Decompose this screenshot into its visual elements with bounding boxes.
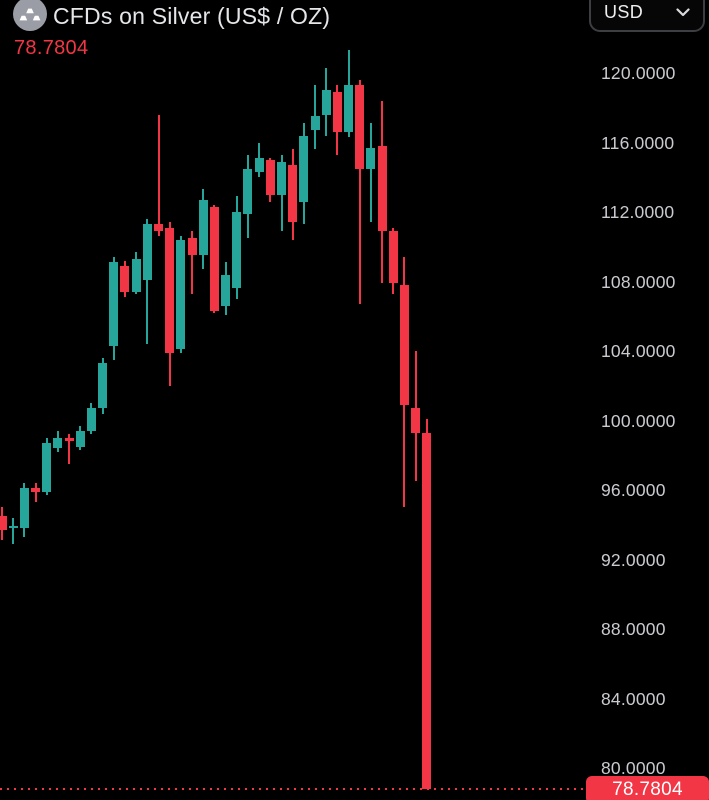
candle-body	[98, 363, 108, 409]
current-price: 78.7804	[14, 37, 89, 59]
price-axis-label: 116.0000	[601, 132, 675, 153]
candle-body	[254, 158, 264, 173]
candle-body	[8, 526, 18, 529]
currency-value: USD	[604, 2, 644, 22]
candle-body	[0, 516, 7, 530]
chevron-down-icon	[676, 8, 690, 17]
candle-body	[221, 274, 231, 306]
candle-body	[388, 231, 398, 284]
candle-wick	[34, 483, 37, 503]
price-axis-label: 120.0000	[601, 63, 676, 83]
candle-body	[422, 432, 432, 790]
candle-body	[277, 161, 286, 195]
candle-body	[42, 443, 52, 492]
price-axis-label: 92.0000	[601, 549, 666, 570]
candle-body	[232, 212, 242, 289]
candle-wick	[146, 218, 149, 345]
price-axis-label: 108.0000	[601, 271, 676, 292]
candle-body	[176, 239, 186, 350]
candle-body	[321, 90, 331, 115]
price-axis-label: 84.0000	[601, 688, 666, 709]
price-axis-label: 104.0000	[601, 341, 676, 361]
candle-body	[243, 168, 253, 214]
candle-body	[31, 488, 41, 492]
candle-body	[209, 206, 219, 312]
candle-body	[86, 408, 96, 431]
candle-body	[399, 284, 409, 405]
price-axis-label: 112.0000	[601, 202, 675, 222]
candle-body	[154, 224, 164, 232]
candle-body	[165, 227, 175, 353]
candle-body	[142, 224, 152, 280]
candle-body	[332, 92, 342, 133]
candle-body	[310, 116, 320, 131]
candle-body	[131, 258, 141, 292]
price-axis-label: 88.0000	[601, 619, 666, 639]
price-axis-label: 100.0000	[601, 410, 676, 431]
candle-wick	[68, 434, 71, 464]
candle-body	[120, 265, 130, 292]
candle-body	[288, 165, 298, 223]
currency-selector[interactable]: USD	[589, 0, 705, 32]
price-axis-label: 80.0000	[601, 758, 666, 778]
candle-body	[344, 85, 354, 133]
candle-body	[377, 145, 387, 232]
candle-body	[53, 437, 63, 449]
silver-bars-icon	[13, 0, 47, 31]
candle-body	[366, 147, 376, 169]
candle-body	[198, 199, 208, 256]
last-price-line	[0, 788, 588, 791]
candle-wick	[157, 114, 160, 237]
candle-body	[355, 85, 365, 169]
candle-wick	[369, 123, 372, 223]
candle-body	[411, 408, 421, 433]
candle-wick	[12, 517, 15, 544]
symbol-title: CFDs on Silver (US$ / OZ)	[53, 3, 331, 29]
candle-body	[187, 238, 197, 256]
candle-body	[19, 488, 29, 529]
candle-body	[299, 135, 309, 202]
price-axis[interactable]: 120.0000 116.0000 112.0000 108.0000 104.0000…	[592, 0, 709, 800]
price-axis-label: 96.0000	[601, 480, 666, 500]
candle-body	[265, 159, 275, 195]
candle-wick	[191, 231, 194, 294]
candle-wick	[358, 79, 361, 305]
last-price-badge: 78.7804	[586, 776, 709, 800]
candle-body	[75, 430, 85, 447]
candle-body	[64, 437, 74, 442]
candle-body	[109, 262, 119, 346]
